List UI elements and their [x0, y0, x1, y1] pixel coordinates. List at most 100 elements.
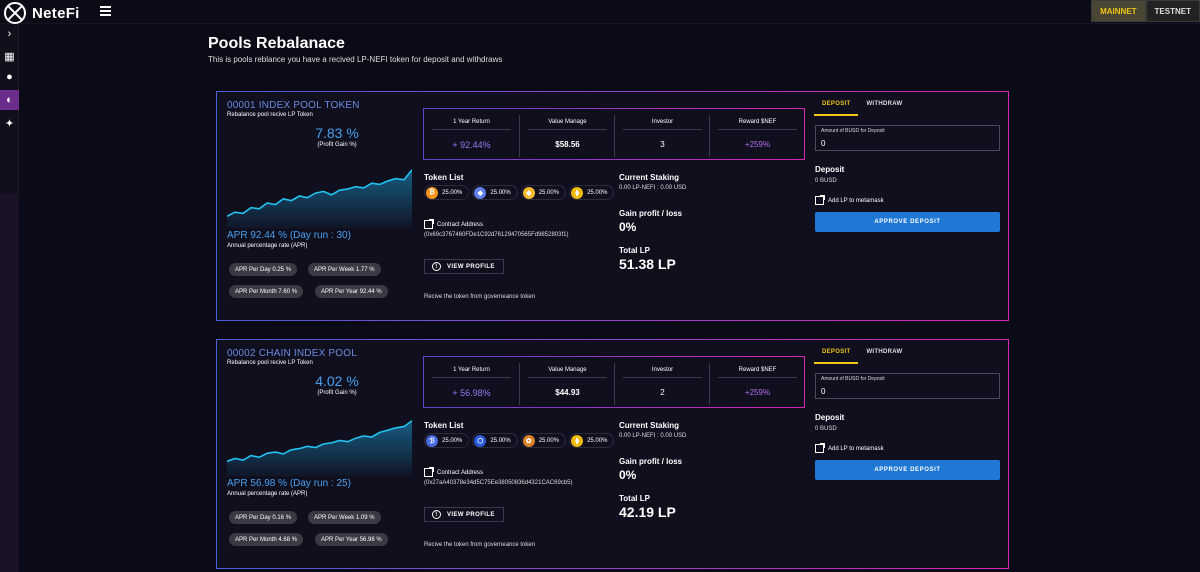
circle-icon[interactable]: ● [6, 71, 13, 83]
total-lp-title: Total LP [619, 246, 650, 255]
tab-deposit[interactable]: DEPOSIT [814, 96, 859, 116]
stat-value-manage: Value Manage $44.93 [519, 363, 614, 405]
stat-value: + 56.98% [452, 388, 491, 398]
token-percent: 25.00% [490, 437, 511, 444]
profit-gain-value: 7.83 % [315, 125, 359, 141]
pool-card: 00002 CHAIN INDEX POOL Rebalance pool rec… [216, 339, 1009, 569]
add-lp-label: Add LP to metamask [828, 445, 884, 452]
app-name: NeteFi [32, 4, 80, 22]
top-bar: NeteFi MAINNET TESTNET [0, 0, 1200, 24]
token-percent: 25.00% [442, 437, 463, 444]
chainlink-icon: ⬡ [474, 434, 487, 447]
sidebar-strip [0, 194, 19, 572]
bitcoin-icon: ₿ [426, 186, 438, 199]
view-profile-label: VIEW PROFILE [447, 511, 495, 518]
busd-icon: ⧫ [571, 434, 584, 447]
mainnet-button[interactable]: MAINNET [1091, 0, 1146, 22]
pool-name: 00001 INDEX POOL TOKEN [227, 100, 360, 111]
contract-address-link[interactable]: Contract Address [424, 467, 484, 477]
apr-per-year: APR Per Year 56.98 % [315, 533, 388, 546]
stat-reward: Reward $NEF +259% [709, 115, 804, 157]
tab-deposit[interactable]: DEPOSIT [814, 344, 859, 364]
app-logo[interactable]: NeteFi [4, 2, 80, 24]
view-profile-button[interactable]: ! VIEW PROFILE [424, 259, 504, 274]
grid-icon[interactable]: ▦ [4, 50, 15, 63]
amount-label: Amount of BUSD for Deposit [821, 128, 885, 134]
token-list-title: Token List [424, 421, 464, 430]
apr-per-year: APR Per Year 92.44 % [315, 285, 388, 298]
token-chip: ₿ 25.00% [424, 185, 470, 200]
info-icon: ! [432, 262, 441, 271]
current-staking-title: Current Staking [619, 421, 680, 430]
amount-field: Amount of BUSD for Deposit [815, 125, 1000, 151]
contract-address-label: Contract Address [437, 469, 484, 476]
governance-note: Recive the token from governeance token [424, 542, 536, 548]
stat-value: 3 [660, 140, 665, 149]
external-link-icon [424, 219, 434, 229]
approve-deposit-button[interactable]: APPROVE DEPOSIT [815, 460, 1000, 480]
amount-field: Amount of BUSD for Deposit [815, 373, 1000, 399]
amount-input[interactable] [821, 137, 991, 149]
deposit-withdraw-tabs: DEPOSIT WITHDRAW [814, 344, 911, 364]
logo-icon [4, 2, 26, 24]
pool-description: Rebalance pool recive LP Token [227, 360, 313, 366]
apr-per-month: APR Per Month 7.60 % [229, 285, 304, 298]
ethereum-icon: ◆ [474, 186, 487, 199]
apr-per-month: APR Per Month 4.68 % [229, 533, 304, 546]
contract-address: (0x69c3767460FDe1C92d76129470565Fd985280… [424, 232, 569, 238]
network-switch: MAINNET TESTNET [1091, 0, 1200, 22]
amount-label: Amount of BUSD for Deposit [821, 376, 885, 382]
bnb-icon: ◈ [522, 186, 535, 199]
token-chip: ◆ 25.00% [472, 185, 518, 200]
amount-input[interactable] [821, 385, 991, 397]
add-lp-label: Add LP to metamask [828, 197, 884, 204]
gain-profit-value: 0% [619, 468, 637, 482]
chevron-right-icon[interactable]: › [7, 28, 12, 40]
pool-icon[interactable]: ◐ [0, 90, 19, 110]
external-link-icon [815, 443, 825, 453]
view-profile-label: VIEW PROFILE [447, 263, 495, 270]
stat-label: Value Manage [548, 119, 587, 125]
pool-description: Rebalance pool recive LP Token [227, 112, 313, 118]
stat-value: +259% [744, 388, 771, 397]
token-chip: ⧫ 25.00% [569, 185, 615, 200]
add-lp-metamask-link[interactable]: Add LP to metamask [815, 443, 884, 453]
tab-withdraw[interactable]: WITHDRAW [866, 349, 903, 355]
apr-per-day: APR Per Day 0.25 % [229, 263, 298, 276]
stat-investor: Investor 3 [614, 115, 709, 157]
stats-box: 1 Year Return + 56.98% Value Manage $44.93 I… [423, 356, 805, 408]
token-chip: ⬡ 25.00% [472, 433, 518, 448]
pool-name: 00002 CHAIN INDEX POOL [227, 348, 358, 359]
view-profile-button[interactable]: ! VIEW PROFILE [424, 507, 504, 522]
external-link-icon [424, 467, 434, 477]
approve-deposit-button[interactable]: APPROVE DEPOSIT [815, 212, 1000, 232]
chart-area [227, 420, 412, 476]
contract-address-link[interactable]: Contract Address [424, 219, 483, 229]
deposit-title: Deposit [815, 165, 845, 174]
gain-profit-title: Gain profit / loss [619, 209, 683, 218]
external-link-icon [815, 195, 825, 205]
stat-value: 2 [660, 388, 665, 397]
tab-withdraw[interactable]: WITHDRAW [866, 101, 903, 107]
apr-per-week: APR Per Week 1.09 % [308, 511, 381, 524]
chart-line [227, 169, 412, 218]
token-chip: ℬ 25.00% [424, 433, 470, 448]
token-percent: 25.00% [587, 437, 608, 444]
stat-value: + 92.44% [452, 140, 491, 150]
rocket-icon[interactable]: ✦ [4, 117, 15, 130]
apr-per-day: APR Per Day 0.16 % [229, 511, 298, 524]
add-lp-metamask-link[interactable]: Add LP to metamask [815, 195, 884, 205]
hamburger-menu-icon[interactable] [100, 6, 111, 16]
token-list-title: Token List [424, 173, 464, 182]
testnet-button[interactable]: TESTNET [1145, 0, 1200, 22]
stat-label: Reward $NEF [738, 367, 777, 373]
apr-per-week: APR Per Week 1.77 % [308, 263, 381, 276]
gain-profit-title: Gain profit / loss [619, 457, 683, 466]
stat-value: $44.93 [555, 388, 580, 397]
current-staking-value: 0.00 LP-NEFI : 0.00 USD [619, 185, 687, 191]
stat-value: $58.56 [555, 140, 580, 149]
current-staking-title: Current Staking [619, 173, 680, 182]
profit-gain-label: (Profit Gain %) [317, 142, 357, 148]
token-percent: 25.00% [538, 189, 560, 196]
total-lp-title: Total LP [619, 494, 650, 503]
